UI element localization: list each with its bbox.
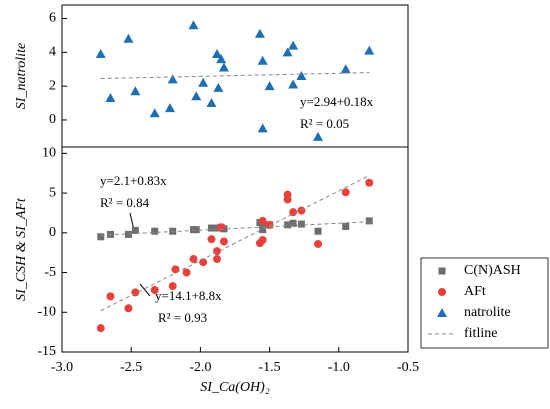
point xyxy=(164,103,175,113)
point xyxy=(219,237,228,246)
point xyxy=(192,226,200,234)
point xyxy=(364,45,375,55)
point xyxy=(207,235,216,244)
point xyxy=(96,324,105,333)
point xyxy=(289,208,298,217)
point xyxy=(313,131,324,141)
x-axis-label: SI_Ca(OH)₂ xyxy=(200,380,270,395)
point xyxy=(342,222,350,230)
point xyxy=(206,98,217,108)
point xyxy=(282,47,293,57)
point xyxy=(123,33,134,43)
fitline xyxy=(100,72,370,80)
y-axis-label: SI_CSH & SI_AFt xyxy=(14,197,29,301)
point xyxy=(257,55,268,65)
point xyxy=(314,227,322,235)
annotation: y=2.1+0.83x xyxy=(100,173,167,188)
point xyxy=(264,81,275,91)
annotation: R² = 0.84 xyxy=(100,195,150,210)
point xyxy=(314,239,323,248)
point xyxy=(340,64,351,74)
point xyxy=(257,123,268,133)
point xyxy=(218,62,229,72)
legend-label: natrolite xyxy=(464,305,511,320)
y-axis-label: SI_natrolite xyxy=(14,43,29,109)
legend-marker xyxy=(438,288,446,296)
point xyxy=(297,206,306,215)
point xyxy=(182,268,191,277)
legend-label: C(N)ASH xyxy=(464,263,521,278)
y-tick-label: 4 xyxy=(49,45,56,60)
point xyxy=(167,74,178,84)
point xyxy=(365,178,374,187)
fitline xyxy=(100,175,370,312)
point xyxy=(213,255,222,264)
x-tick-label: -3.0 xyxy=(51,360,73,375)
point xyxy=(289,219,297,227)
point xyxy=(106,292,115,301)
point xyxy=(297,220,305,228)
annotation: y=2.94+0.18x xyxy=(300,94,374,109)
x-tick-label: -2.5 xyxy=(120,360,142,375)
point xyxy=(254,28,265,38)
point xyxy=(149,108,160,118)
annotation: y=14.1+8.8x xyxy=(155,288,222,303)
y-tick-label: -5 xyxy=(44,265,56,280)
y-tick-label: 0 xyxy=(49,225,56,240)
point xyxy=(217,223,226,232)
legend-marker xyxy=(438,267,446,275)
point xyxy=(95,49,106,59)
annotation: R² = 0.93 xyxy=(158,310,207,325)
point xyxy=(97,233,105,241)
point xyxy=(341,188,350,197)
point xyxy=(171,265,180,274)
point xyxy=(131,226,139,234)
point xyxy=(259,226,267,234)
legend-label: AFt xyxy=(464,284,486,299)
point xyxy=(296,71,307,80)
point xyxy=(105,92,116,102)
point xyxy=(191,91,202,101)
x-tick-label: -2.0 xyxy=(189,360,211,375)
point xyxy=(288,79,299,89)
point xyxy=(212,49,223,59)
fitline xyxy=(100,221,370,236)
point xyxy=(130,86,141,96)
y-tick-label: -10 xyxy=(37,304,56,319)
legend-label: fitline xyxy=(464,326,497,341)
y-tick-label: 2 xyxy=(49,78,56,93)
point xyxy=(213,82,224,92)
annotation: R² = 0.05 xyxy=(300,116,349,131)
bottom-frame xyxy=(61,146,409,353)
legend-marker xyxy=(437,308,447,317)
point xyxy=(189,255,198,264)
x-tick-label: -1.0 xyxy=(328,360,350,375)
point xyxy=(288,40,299,50)
point xyxy=(283,195,292,204)
point xyxy=(188,20,199,30)
point xyxy=(168,282,177,291)
point xyxy=(150,286,159,295)
point xyxy=(198,77,209,87)
point xyxy=(124,304,133,313)
point xyxy=(151,227,159,235)
y-tick-label: 0 xyxy=(49,112,56,127)
point xyxy=(258,235,267,244)
pointer xyxy=(139,283,151,297)
x-tick-label: -1.5 xyxy=(259,360,281,375)
y-tick-label: 10 xyxy=(42,146,56,161)
x-tick-label: -0.5 xyxy=(397,360,419,375)
point xyxy=(124,230,132,238)
y-tick-label: 6 xyxy=(49,11,56,26)
y-tick-label: -15 xyxy=(37,344,56,359)
point xyxy=(365,217,373,225)
point xyxy=(258,216,267,225)
point xyxy=(207,224,215,232)
y-tick-label: 5 xyxy=(49,185,56,200)
point xyxy=(216,54,227,64)
point xyxy=(213,224,221,232)
point xyxy=(284,221,292,229)
